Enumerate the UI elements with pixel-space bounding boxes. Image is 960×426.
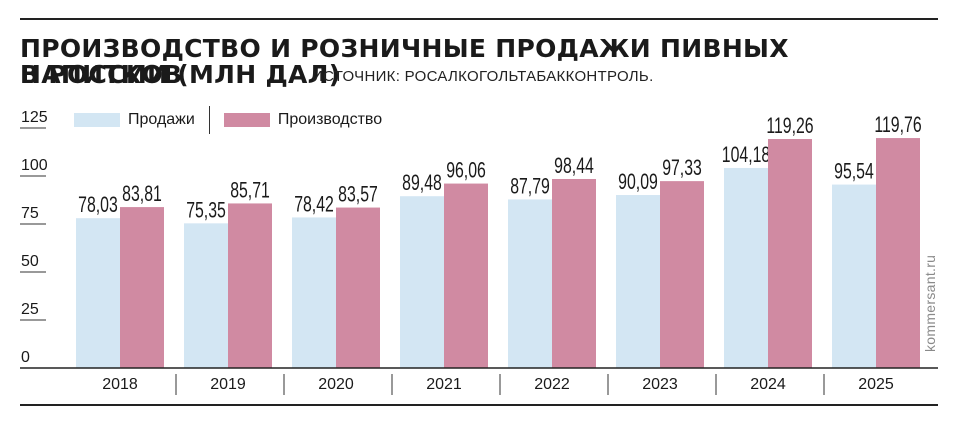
data-label: 89,48: [402, 172, 442, 196]
data-label: 96,06: [446, 159, 486, 183]
data-label: 98,44: [554, 155, 594, 179]
x-tick-label: 2019: [210, 376, 246, 393]
bar-production: [876, 138, 920, 368]
x-tick-label: 2018: [102, 376, 138, 393]
x-tick-label: 2023: [642, 376, 678, 393]
legend-label-production: Производство: [277, 111, 383, 128]
bar-sales: [400, 196, 444, 368]
x-tick-label: 2024: [750, 376, 786, 393]
x-tick-label: 2022: [534, 376, 570, 393]
bar-production: [336, 207, 380, 368]
bar-sales: [508, 199, 552, 368]
bar-sales: [76, 218, 120, 368]
source-note: ИСТОЧНИК: РОСАЛКОГОЛЬТАБАККОНТРОЛЬ.: [312, 68, 654, 85]
bar-sales: [832, 184, 876, 368]
y-tick-label: 100: [21, 157, 48, 174]
data-label: 78,42: [294, 193, 334, 217]
data-label: 97,33: [662, 157, 702, 181]
data-label: 78,03: [78, 194, 118, 218]
y-tick-label: 25: [21, 301, 39, 318]
x-tick-label: 2021: [426, 376, 462, 393]
data-label: 85,71: [230, 179, 270, 203]
bar-sales: [724, 167, 768, 368]
watermark: kommersant.ru: [922, 254, 938, 352]
bar-sales: [184, 223, 228, 368]
data-label: 119,26: [766, 115, 813, 139]
bar-production: [660, 181, 704, 368]
data-label: 90,09: [618, 171, 658, 195]
bar-production: [552, 178, 596, 368]
data-label: 75,35: [186, 199, 226, 223]
data-label: 83,57: [338, 183, 378, 207]
legend-swatch-sales: [74, 113, 120, 127]
data-label: 95,54: [834, 160, 874, 184]
bar-sales: [292, 217, 336, 368]
legend: Продажи Производство: [74, 106, 382, 134]
y-tick-label: 50: [21, 253, 39, 270]
top-rule: [20, 18, 938, 20]
legend-separator: [208, 106, 210, 134]
data-label: 119,76: [874, 114, 921, 138]
x-tick-label: 2020: [318, 376, 354, 393]
bar-production: [768, 139, 812, 368]
data-label: 104,18: [722, 144, 770, 168]
y-tick-label: 0: [21, 349, 30, 366]
legend-label-sales: Продажи: [128, 111, 195, 128]
y-tick-label: 75: [21, 205, 39, 222]
data-label: 83,81: [122, 183, 162, 207]
data-label: 87,79: [510, 175, 550, 199]
bar-production: [444, 183, 488, 368]
chart-title-line-1: ПРОИЗВОДСТВО И РОЗНИЧНЫЕ ПРОДАЖИ ПИВНЫХ …: [20, 34, 789, 89]
x-tick-label: 2025: [858, 376, 894, 393]
legend-swatch-production: [223, 113, 270, 127]
bar-production: [228, 203, 272, 368]
bar-sales: [616, 195, 660, 368]
chart-title-line-2: В РОССИИ (МЛН ДАЛ): [20, 60, 341, 89]
bar-production: [120, 207, 164, 368]
y-tick-label: 125: [21, 109, 48, 126]
bottom-rule: [20, 404, 938, 406]
